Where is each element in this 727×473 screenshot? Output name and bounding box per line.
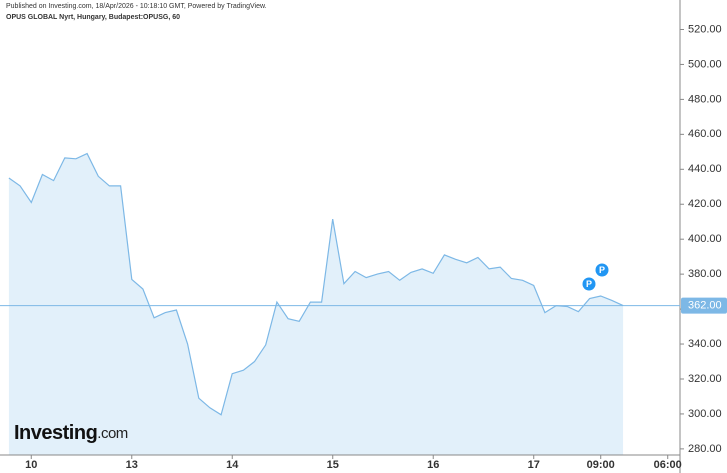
y-tick-label: 500.00 <box>688 58 722 70</box>
x-tick-label: 09:00 <box>587 459 615 471</box>
marker-label: P <box>586 279 592 289</box>
logo-suffix: .com <box>97 425 128 442</box>
y-tick-label: 480.00 <box>688 93 722 105</box>
x-tick-label: 06:00 <box>654 459 682 471</box>
price-line <box>8 152 624 416</box>
y-tick-label: 400.00 <box>688 233 722 245</box>
area-fill <box>8 153 624 455</box>
logo-brand: Investing <box>14 422 97 444</box>
symbol-title: OPUS GLOBAL Nyrt, Hungary, Budapest:OPUS… <box>6 14 180 21</box>
y-tick-label: 320.00 <box>688 373 722 385</box>
y-tick-label: 520.00 <box>688 23 722 35</box>
x-tick-label: 17 <box>528 459 540 471</box>
y-tick-label: 440.00 <box>688 163 722 175</box>
last-price-box <box>681 297 727 314</box>
marker-badge <box>582 277 596 291</box>
y-tick-label: 300.00 <box>688 408 722 420</box>
x-tick-label: 10 <box>25 459 37 471</box>
y-tick-label: 420.00 <box>688 198 722 210</box>
y-tick-label: 460.00 <box>688 128 722 140</box>
marker-label: P <box>599 265 605 275</box>
x-tick-label: 13 <box>126 459 138 471</box>
y-tick-label: 340.00 <box>688 338 722 350</box>
y-tick-label: 280.00 <box>688 443 722 455</box>
x-tick-label: 14 <box>226 459 239 471</box>
marker-badge <box>595 263 609 277</box>
x-tick-label: 15 <box>327 459 339 471</box>
published-note: Published on Investing.com, 18/Apr/2026 … <box>6 3 267 10</box>
y-tick-label: 380.00 <box>688 268 722 280</box>
logo: Investing.com <box>14 422 128 444</box>
last-price-label: 362.00 <box>688 299 722 311</box>
x-tick-label: 16 <box>427 459 439 471</box>
